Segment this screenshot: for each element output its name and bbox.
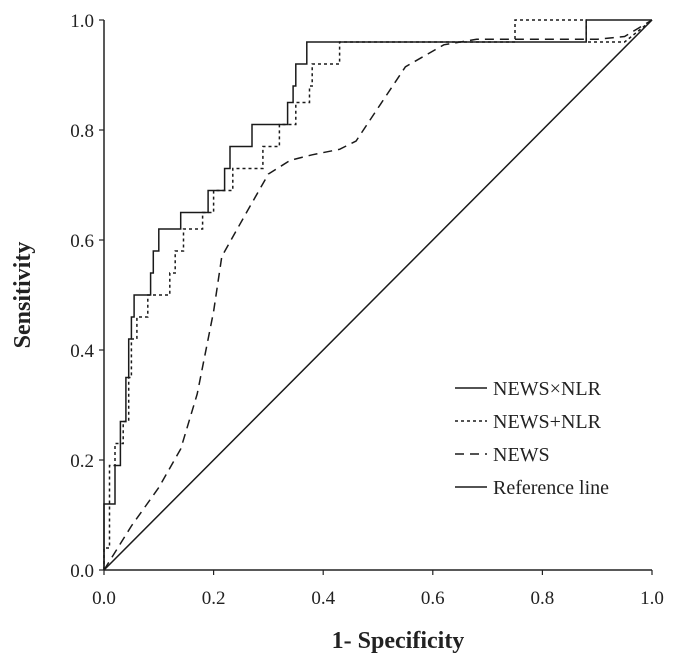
x-tick-label: 0.6 (421, 588, 445, 609)
legend-label: NEWS (493, 444, 550, 466)
y-axis-title: Sensitivity (10, 242, 36, 349)
y-tick-label: 0.4 (70, 341, 94, 362)
y-axis-ticks: 0.0 0.2 0.4 0.6 0.8 1.0 (70, 11, 104, 582)
y-tick-label: 0.0 (70, 561, 94, 582)
legend: NEWS×NLR NEWS+NLR NEWS Reference line (455, 378, 609, 499)
legend-label: Reference line (493, 477, 609, 499)
y-tick-label: 0.8 (70, 121, 94, 142)
series-layer (103, 19, 653, 571)
y-tick-label: 1.0 (70, 11, 94, 32)
series-line-news-nlr (103, 19, 653, 570)
series-line-news (103, 19, 653, 571)
legend-label: NEWS×NLR (493, 378, 602, 400)
series-line-reference-line (103, 19, 653, 571)
legend-label: NEWS+NLR (493, 411, 602, 433)
y-tick-label: 0.6 (70, 231, 94, 252)
plot-area (103, 20, 652, 571)
x-axis-ticks: 0.0 0.2 0.4 0.6 0.8 1.0 (92, 570, 664, 609)
y-tick-label: 0.2 (70, 451, 94, 472)
x-tick-label: 0.2 (202, 588, 226, 609)
x-tick-label: 0.0 (92, 588, 116, 609)
x-axis-title: 1- Specificity (332, 628, 465, 654)
series-line-news-nlr (103, 19, 652, 570)
x-tick-label: 0.8 (531, 588, 555, 609)
x-tick-label: 1.0 (640, 588, 664, 609)
x-tick-label: 0.4 (311, 588, 335, 609)
